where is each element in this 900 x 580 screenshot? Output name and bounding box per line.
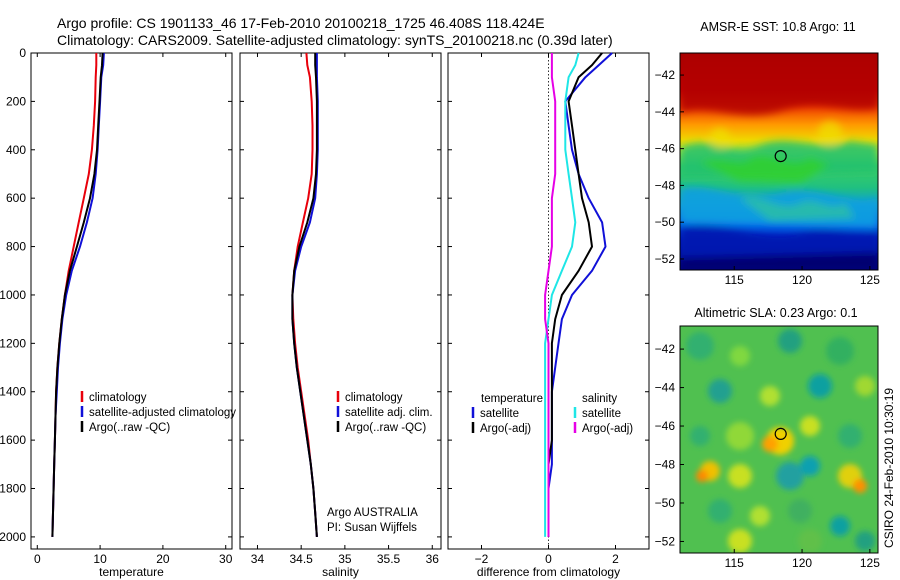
x-tick-label: 35.5 (377, 552, 401, 566)
y-tick-label: 800 (6, 240, 26, 254)
legend-label: climatology (345, 392, 403, 404)
map-y-tick-label: −52 (655, 252, 676, 266)
x-tick-label: 36 (426, 552, 440, 566)
x-tick-label: 34.5 (289, 552, 313, 566)
legend-label: satellite-adjusted climatology (89, 407, 236, 419)
map-y-tick-label: −50 (655, 215, 676, 229)
x-tick-label: 0 (34, 552, 41, 566)
map-y-tick-label: −44 (655, 381, 676, 395)
map-x-tick-label: 115 (725, 273, 744, 287)
series-line-salinity-satellite (544, 52, 580, 537)
legend-label: satellite (480, 408, 519, 420)
legend-label: Argo(..raw -QC) (345, 422, 426, 434)
temperature-profile-panel: 0 10 20 30 temperature 0 200 400 600 800 1000 1200 1… (0, 46, 236, 579)
legend-label: Argo(-adj) (582, 423, 633, 435)
series-line-salinity-argo-adj- (544, 53, 557, 537)
sst-map-title: AMSR-E SST: 10.8 Argo: 11 (700, 20, 855, 34)
legend-label: satellite (582, 408, 621, 420)
map-y-tick-label: −50 (655, 496, 676, 510)
plot-frame (30, 52, 233, 550)
annotation-text: PI: Susan Wijffels (327, 522, 417, 534)
y-tick-label: 1800 (0, 482, 26, 496)
annotation-text: Argo AUSTRALIA (327, 507, 418, 519)
map-x-tick-label: 125 (860, 273, 880, 287)
header-line1: Argo profile: CS 1901133_46 17-Feb-2010 … (57, 15, 545, 31)
map-y-tick-label: −48 (655, 178, 676, 192)
x-tick-label: 35 (338, 552, 352, 566)
sla-map-frame (679, 325, 879, 554)
map-x-tick-label: 125 (860, 556, 880, 570)
sla-map-image (680, 326, 878, 553)
map-y-tick-label: −42 (655, 342, 676, 356)
x-tick-label: −2 (475, 552, 489, 566)
map-y-tick-label: −52 (655, 534, 676, 548)
sla-map-panel: Altimetric SLA: 0.23 Argo: 0.1 (655, 306, 881, 570)
x-axis-label: salinity (322, 565, 359, 579)
y-tick-label: 1400 (0, 385, 26, 399)
sla-argo-location-marker (774, 427, 787, 440)
sst-map-panel: AMSR-E SST: 10.8 Argo: 11 115 120 125 −42 −4… (655, 20, 881, 287)
plot-frame (239, 52, 442, 550)
y-tick-label: 1000 (0, 288, 26, 302)
map-x-tick-label: 120 (792, 273, 812, 287)
y-tick-label: 400 (6, 143, 26, 157)
legend-header-temperature: temperature (481, 393, 543, 405)
map-y-tick-label: −44 (655, 105, 676, 119)
y-tick-label: 0 (19, 46, 26, 60)
legend-label: Argo(..raw -QC) (89, 422, 170, 434)
salinity-profile-panel: 34 34.5 35 35.5 36 salinity climatology satelli… (239, 52, 442, 579)
series-line-argo-raw-qc- (51, 52, 104, 537)
sst-map-frame (679, 52, 879, 271)
x-tick-label: 30 (219, 552, 233, 566)
legend-label: Argo(-adj) (480, 423, 531, 435)
map-y-tick-label: −48 (655, 458, 676, 472)
map-y-tick-label: −46 (655, 419, 676, 433)
x-tick-label: 10 (93, 552, 107, 566)
legend-label: climatology (89, 392, 147, 404)
y-tick-label: 2000 (0, 530, 26, 544)
map-y-tick-label: −46 (655, 142, 676, 156)
x-tick-label: 34 (251, 552, 265, 566)
y-tick-label: 1600 (0, 433, 26, 447)
x-tick-label: 2 (612, 552, 619, 566)
x-tick-label: 20 (156, 552, 170, 566)
x-tick-label: 0 (545, 552, 552, 566)
sla-map-title: Altimetric SLA: 0.23 Argo: 0.1 (694, 306, 857, 320)
x-axis-label: difference from climatology (477, 565, 620, 579)
map-x-tick-label: 115 (725, 556, 744, 570)
sst-argo-location-marker (774, 150, 787, 163)
y-tick-label: 200 (6, 94, 26, 108)
series-line-temperature-satellite (547, 52, 613, 537)
header-line2: Climatology: CARS2009. Satellite-adjuste… (57, 32, 613, 48)
legend-header-salinity: salinity (582, 393, 617, 405)
side-label: CSIRO 24-Feb-2010 10:30:19 (882, 388, 896, 548)
x-axis-label: temperature (99, 565, 164, 579)
y-tick-label: 600 (6, 191, 26, 205)
series-line-argo-raw-qc- (291, 53, 318, 537)
map-y-tick-label: −42 (655, 68, 676, 82)
map-x-tick-label: 120 (792, 556, 812, 570)
series-line-temperature-argo-adj- (547, 52, 603, 537)
sst-map-image (680, 53, 878, 270)
legend-label: satellite adj. clim. (345, 407, 433, 419)
y-tick-label: 1200 (0, 336, 26, 350)
